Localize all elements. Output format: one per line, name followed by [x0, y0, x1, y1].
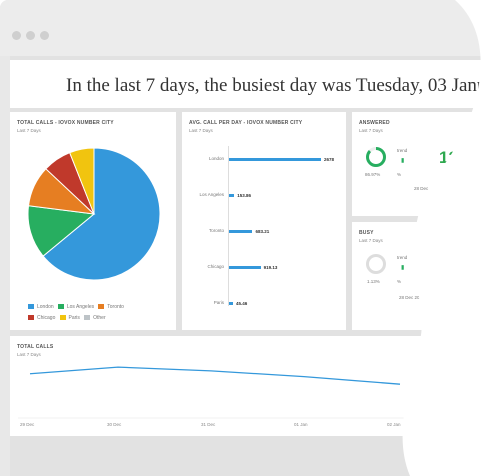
x-tick: 31 Dec [201, 422, 216, 427]
date-range: 28 Dec 2016 [399, 295, 425, 300]
dashboard: In the last 7 days, the busiest day was … [10, 56, 500, 476]
legend-item-toronto[interactable]: Toronto [98, 304, 124, 310]
busy-panel: BUSY Last 7 Days trend ▮ 1.13% % 28 Dec … [352, 222, 500, 330]
browser-toolbar [0, 0, 500, 56]
bar-value-label: 45.46 [236, 301, 248, 306]
pie-chart [27, 147, 161, 281]
total-calls-line[interactable] [29, 366, 401, 385]
legend-item-other[interactable]: Other [84, 315, 106, 321]
legend-item-chicago[interactable]: Chicago [28, 315, 55, 321]
panel-title: AVG. CALL PER DAY - IOVOX NUMBER CITY [189, 120, 303, 126]
legend-item-london[interactable]: London [28, 304, 54, 310]
panel-title: TOTAL CALLS [17, 344, 54, 350]
x-tick: 30 Dec [107, 422, 122, 427]
answered-count: 121,38 [439, 148, 491, 167]
date-range: 28 Dec 2016 - 4 Jan 2017 [414, 186, 466, 191]
pie-slice-london[interactable] [42, 147, 161, 281]
bar-chicago[interactable] [229, 266, 261, 269]
bar-category-label: Toronto [208, 228, 224, 233]
panel-title: BUSY [359, 230, 374, 236]
bar-axis [228, 146, 229, 306]
panel-title: TOTAL CALLS - IOVOX NUMBER CITY [17, 120, 114, 126]
panel-subtitle: Last 7 Days [359, 238, 383, 243]
trend-label: trend [397, 255, 408, 260]
bar-value-label: 2678 [324, 157, 335, 162]
headline-banner: In the last 7 days, the busiest day was … [10, 60, 500, 108]
legend-item-paris[interactable]: Paris [59, 315, 80, 321]
bar-category-label: Paris [213, 300, 224, 305]
answered-panel: ANSWERED Last 7 Days trend ▮ 86.97% % 12… [352, 112, 500, 216]
x-tick: 29 Dec [20, 422, 35, 427]
bar-paris[interactable] [229, 302, 233, 305]
panel-subtitle: Last 7 Days [189, 128, 213, 133]
window-dot-icon[interactable] [12, 31, 21, 40]
answered-ring-icon [366, 147, 386, 167]
bar-category-label: Los Angeles [199, 192, 224, 197]
bar-london[interactable] [229, 158, 321, 161]
x-tick: 01 Jan [294, 422, 308, 427]
bar-value-label: 153.86 [237, 193, 252, 198]
window-dot-icon[interactable] [40, 31, 49, 40]
trend-label: trend [397, 148, 408, 153]
pie-chart-panel: TOTAL CALLS - IOVOX NUMBER CITY Last 7 D… [10, 112, 176, 330]
panel-title: ANSWERED [359, 120, 390, 126]
bar-los-angeles[interactable] [229, 194, 235, 197]
window-dot-icon[interactable] [26, 31, 35, 40]
busy-ring-icon [366, 254, 386, 274]
bar-category-label: London [208, 156, 224, 161]
bar-value-label: 683.21 [255, 229, 270, 234]
bar-toronto[interactable] [229, 230, 253, 233]
trend-bars-icon: ▮ [401, 265, 405, 271]
answered-percent: 86.97% [365, 172, 381, 177]
busy-percent: 1.13% [367, 279, 380, 284]
busiest-day-headline: In the last 7 days, the busiest day was … [66, 75, 500, 96]
legend-item-los-angeles[interactable]: Los Angeles [57, 304, 94, 310]
bar-category-label: Chicago [207, 264, 224, 269]
total-calls-panel: TOTAL CALLS Last 7 Days 29 Dec 30 Dec 31… [10, 336, 500, 436]
bar-value-label: 919.13 [263, 265, 278, 270]
panel-subtitle: Last 7 Days [17, 352, 41, 357]
panel-subtitle: Last 7 Days [17, 128, 41, 133]
trend-bars-icon: ▮ [401, 158, 405, 164]
bar-chart-panel: AVG. CALL PER DAY - IOVOX NUMBER CITY La… [182, 112, 346, 330]
x-tick: 02 Jan [387, 422, 401, 427]
pie-slice-paris[interactable] [69, 147, 95, 215]
panel-subtitle: Last 7 Days [359, 128, 383, 133]
line-chart [18, 366, 500, 419]
